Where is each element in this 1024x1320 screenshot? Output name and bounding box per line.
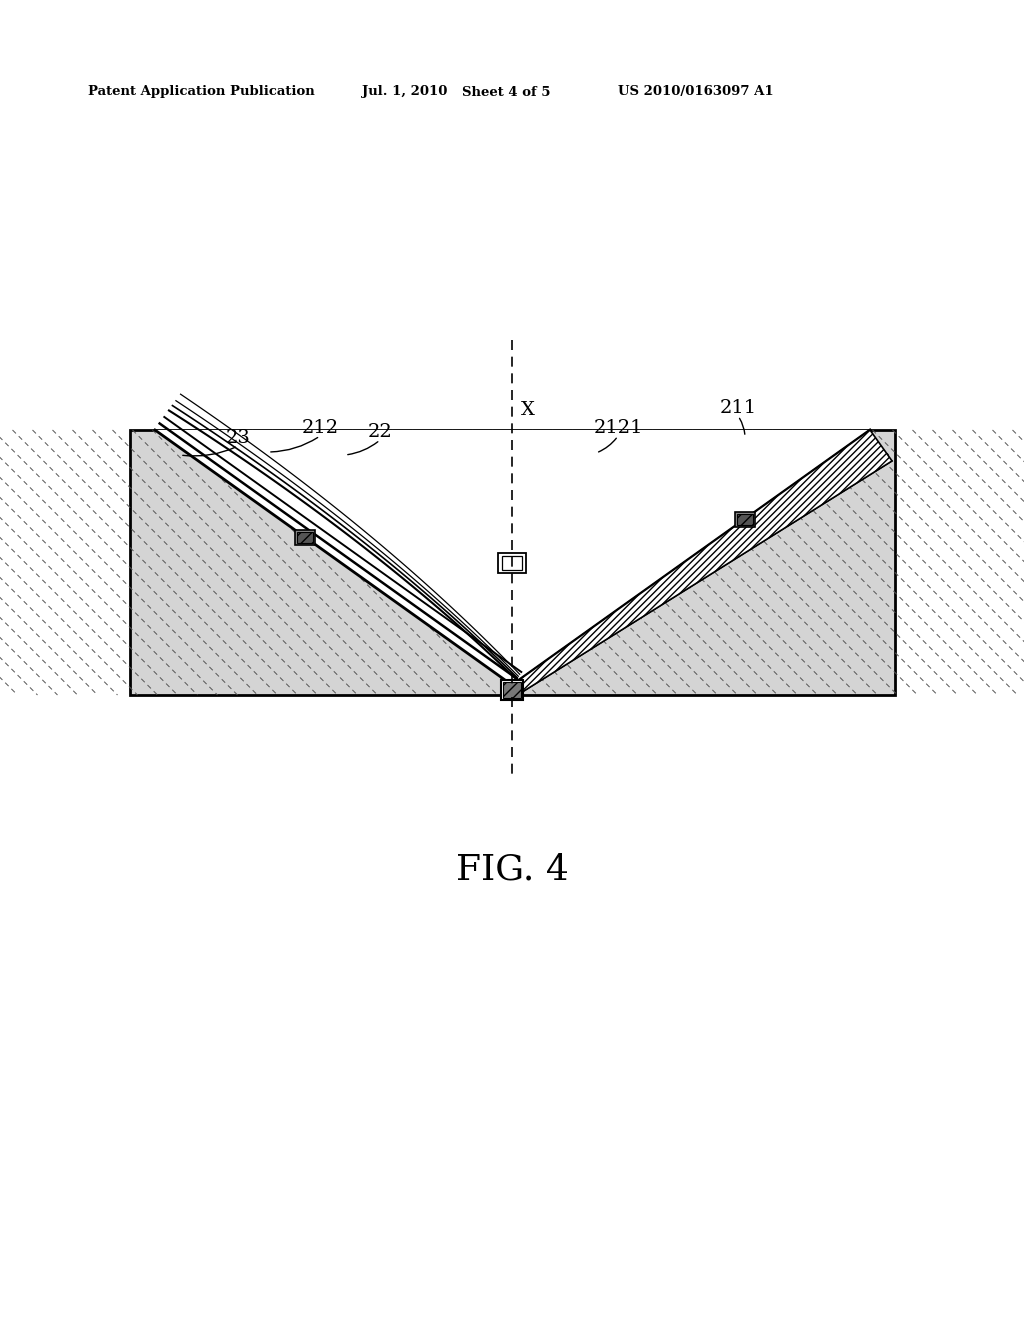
Bar <box>503 682 521 698</box>
Text: 23: 23 <box>225 429 251 447</box>
Bar <box>498 553 526 573</box>
Bar <box>130 430 895 696</box>
Text: FIG. 4: FIG. 4 <box>456 853 568 887</box>
Text: X: X <box>521 401 535 418</box>
Bar <box>502 556 522 570</box>
Bar <box>734 512 755 527</box>
Polygon shape <box>512 430 892 694</box>
Text: Sheet 4 of 5: Sheet 4 of 5 <box>462 86 551 99</box>
Bar <box>736 513 753 525</box>
Text: Patent Application Publication: Patent Application Publication <box>88 86 314 99</box>
Polygon shape <box>155 430 870 685</box>
Bar <box>501 680 523 700</box>
Text: 212: 212 <box>301 418 339 437</box>
Text: 211: 211 <box>720 399 757 417</box>
Text: 22: 22 <box>368 422 392 441</box>
Text: US 2010/0163097 A1: US 2010/0163097 A1 <box>618 86 773 99</box>
Bar <box>295 529 315 545</box>
Bar <box>297 532 313 543</box>
Text: 2121: 2121 <box>593 418 643 437</box>
Text: Jul. 1, 2010: Jul. 1, 2010 <box>362 86 447 99</box>
